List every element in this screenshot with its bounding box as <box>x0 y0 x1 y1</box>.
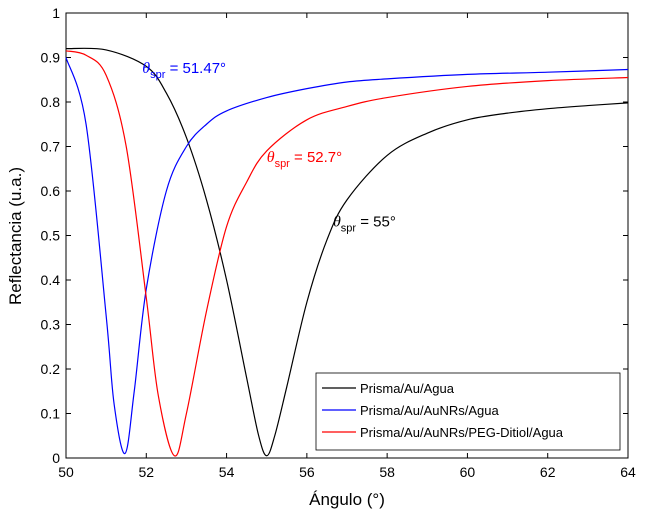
x-axis-ticks: 50 52 54 56 58 60 62 64 <box>58 13 636 480</box>
series-line-prisma-au-aunrs-agua <box>65 57 629 455</box>
y-tick-label: 0.4 <box>41 272 61 288</box>
x-tick-label: 56 <box>299 464 315 480</box>
legend-label-prisma-au-aunrs-peg-ditiol-agua: Prisma/Au/AuNRs/PEG-Ditiol/Agua <box>360 425 564 440</box>
series-line-prisma-au-aunrs-peg-ditiol-agua <box>65 50 629 457</box>
x-tick-label: 54 <box>219 464 235 480</box>
y-tick-label: 0.3 <box>41 317 61 333</box>
y-axis-ticks: 0 0.1 0.2 0.3 0.4 0.5 0.6 0.7 0.8 0.9 1 <box>41 5 628 466</box>
x-tick-label: 60 <box>460 464 476 480</box>
annotation-theta-symbol: θ <box>267 149 275 166</box>
annotation-subscript: spr <box>275 158 291 170</box>
y-tick-label: 0.1 <box>41 406 61 422</box>
annotation-value: = 55° <box>356 214 396 231</box>
annotation-theta-spr-51-47: θspr = 51.47° <box>142 60 226 81</box>
x-tick-label: 62 <box>540 464 556 480</box>
y-tick-label: 0.9 <box>41 50 61 66</box>
annotation-theta-spr-55: θspr = 55° <box>333 214 396 235</box>
x-tick-label: 58 <box>379 464 395 480</box>
x-tick-label: 52 <box>138 464 154 480</box>
series-layer <box>65 47 629 457</box>
y-axis-label: Reflectancia (u.a.) <box>6 167 25 305</box>
legend-box <box>315 372 621 451</box>
annotation-subscript: spr <box>341 223 357 235</box>
y-tick-label: 1 <box>52 5 60 21</box>
annotation-subscript: spr <box>150 69 166 81</box>
y-tick-label: 0.5 <box>41 228 61 244</box>
legend-label-prisma-au-aunrs-agua: Prisma/Au/AuNRs/Agua <box>360 403 499 418</box>
series-line-prisma-au-agua <box>65 47 629 457</box>
annotation-value: = 51.47° <box>165 60 226 77</box>
annotations: θspr = 51.47°θspr = 52.7°θspr = 55° <box>142 60 396 235</box>
y-tick-label: 0 <box>52 450 60 466</box>
y-tick-label: 0.2 <box>41 361 61 377</box>
legend-label-prisma-au-agua: Prisma/Au/Agua <box>360 381 455 396</box>
y-tick-label: 0.6 <box>41 183 61 199</box>
annotation-theta-symbol: θ <box>142 60 150 77</box>
y-tick-label: 0.7 <box>41 139 61 155</box>
annotation-theta-spr-52-7: θspr = 52.7° <box>267 149 342 170</box>
annotation-value: = 52.7° <box>290 149 342 166</box>
y-tick-label: 0.8 <box>41 94 61 110</box>
x-tick-label: 64 <box>620 464 636 480</box>
annotation-theta-symbol: θ <box>333 214 341 231</box>
x-tick-label: 50 <box>58 464 74 480</box>
legend: Prisma/Au/Agua Prisma/Au/AuNRs/Agua Pris… <box>315 372 621 451</box>
x-axis-label: Ángulo (°) <box>309 490 385 509</box>
